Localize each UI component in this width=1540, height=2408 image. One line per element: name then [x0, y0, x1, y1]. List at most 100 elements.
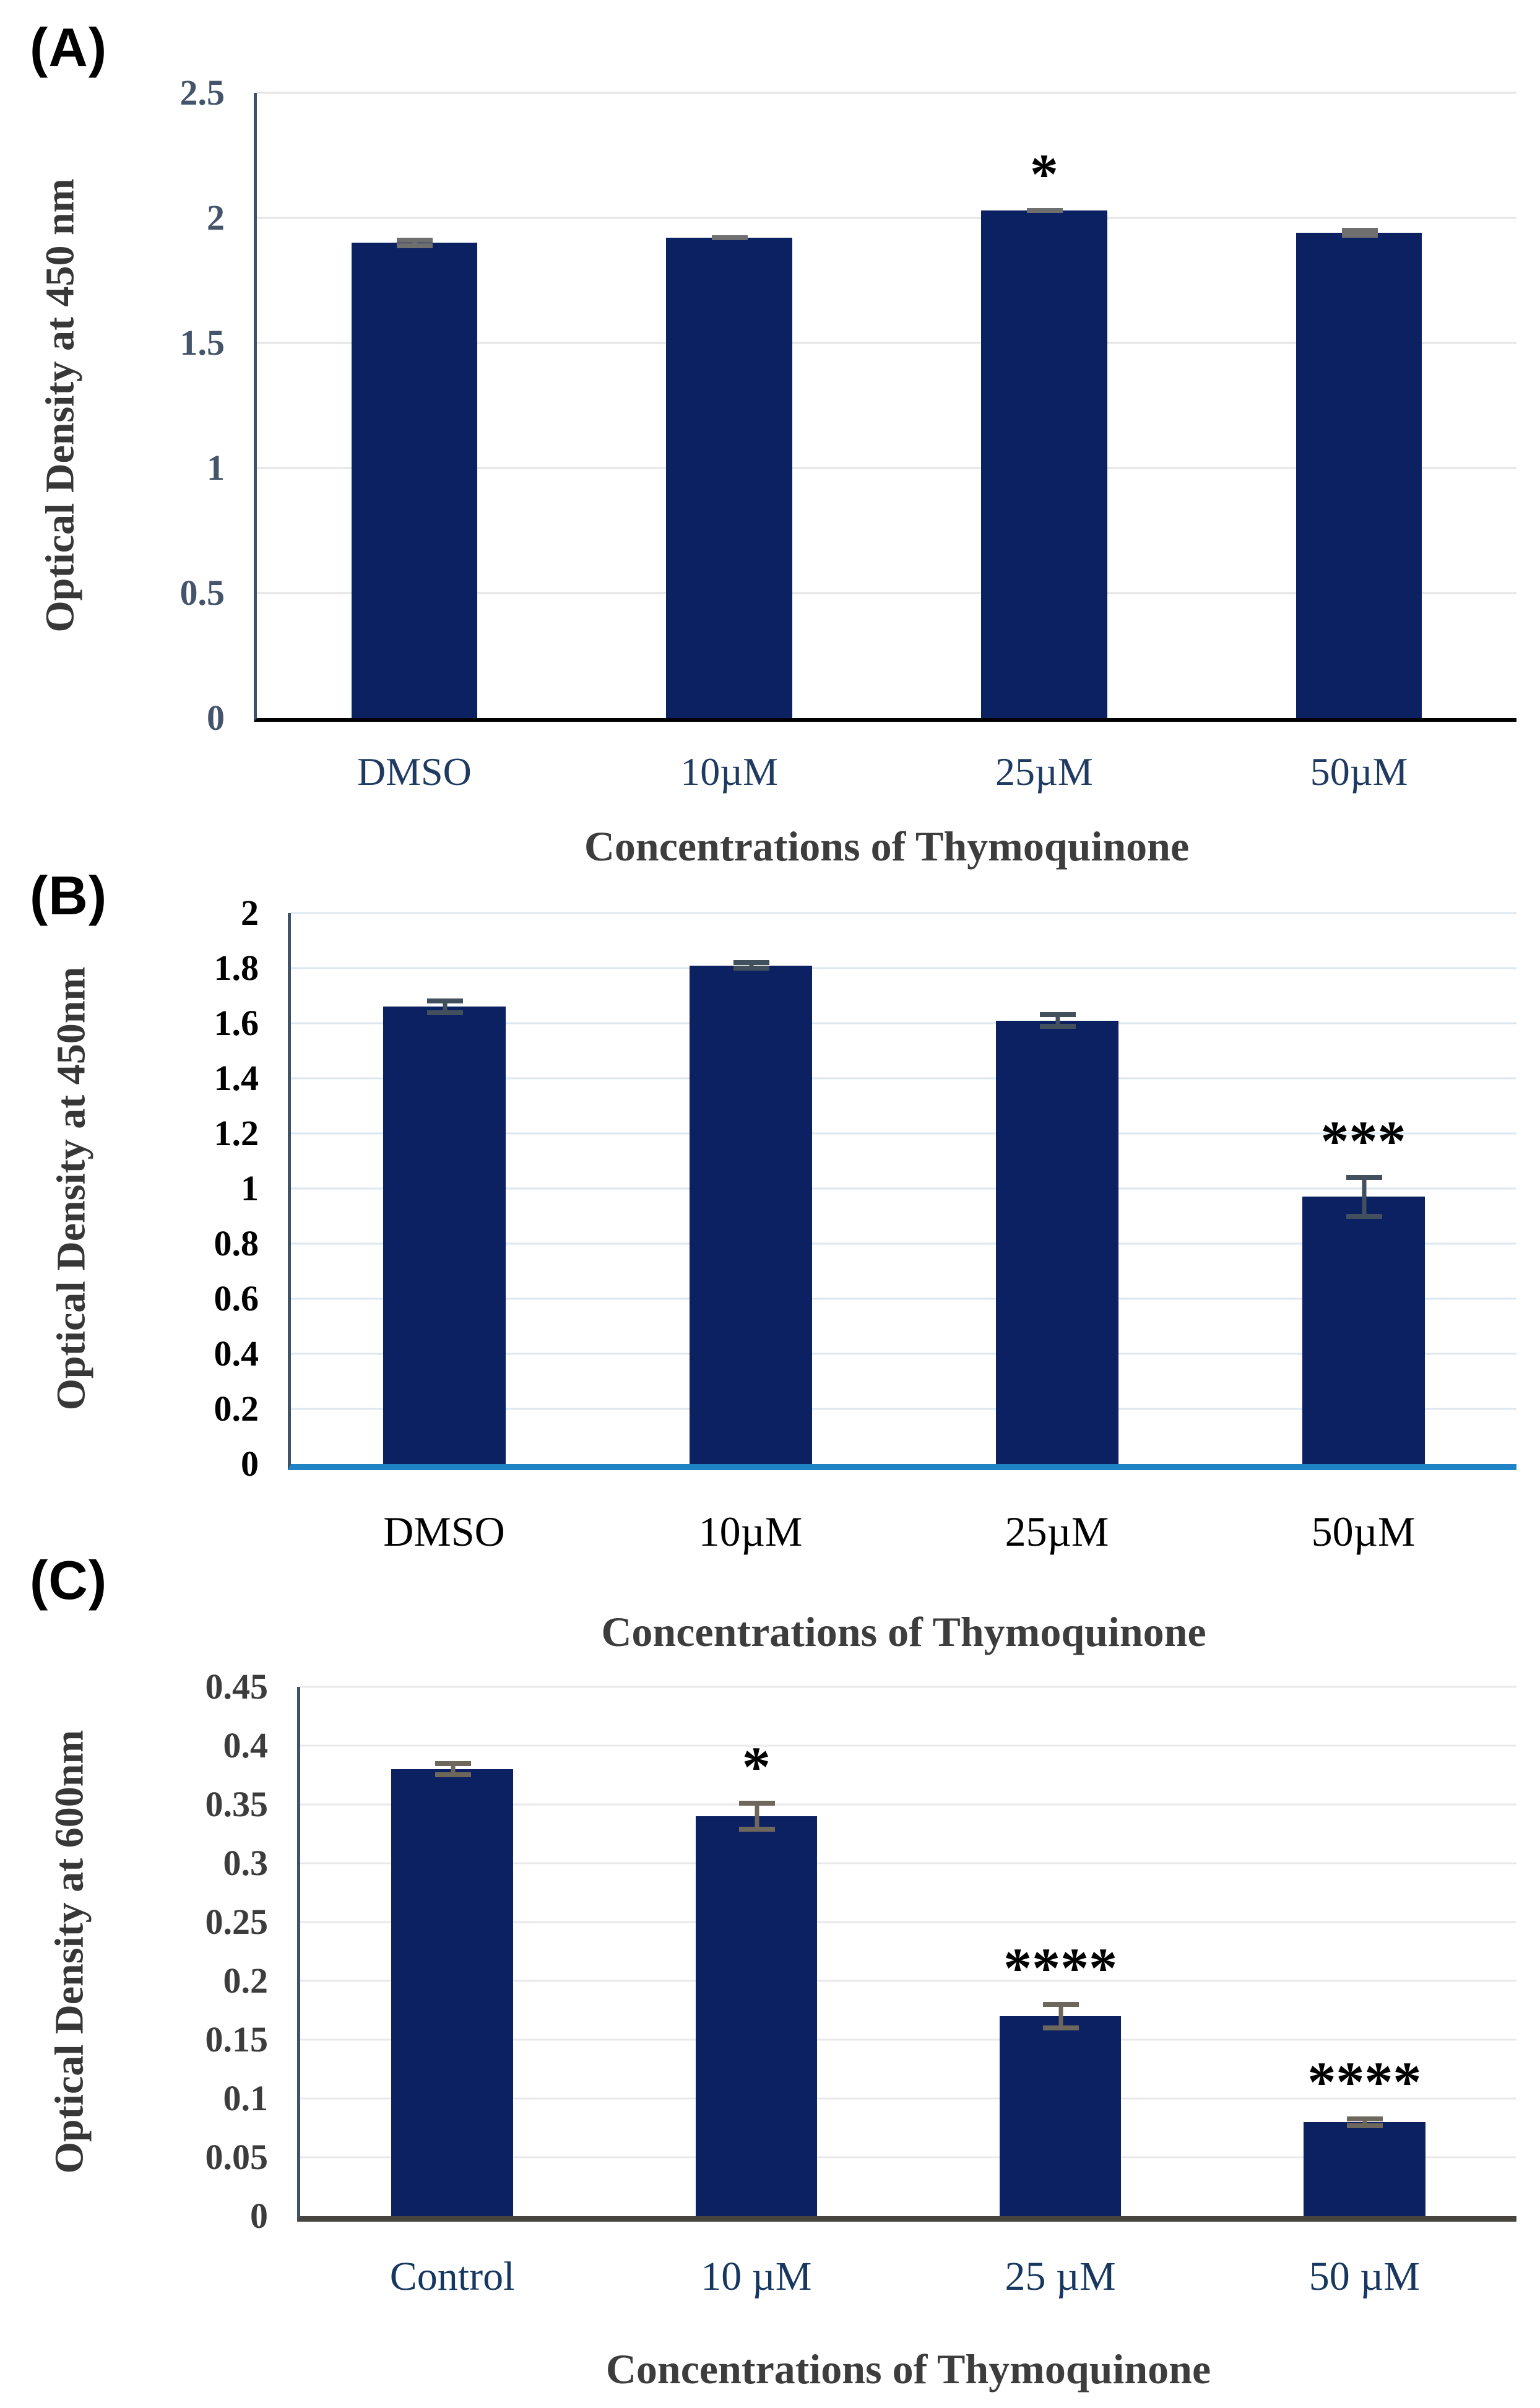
gridline: [291, 1297, 1516, 1300]
significance-stars: ****: [1307, 2050, 1422, 2114]
gridline: [291, 1187, 1516, 1190]
y-axis-tick-label: 0.6: [214, 1278, 259, 1319]
error-bar: [1043, 2002, 1079, 2030]
significance-stars: *: [742, 1735, 771, 1799]
bar: [999, 2016, 1122, 2216]
y-axis-tick-label: 0.2: [214, 1388, 259, 1429]
error-bar-line: [1362, 1174, 1366, 1219]
y-axis-title-text: Optical Density at 450nm: [48, 966, 94, 1411]
gridline: [291, 1353, 1516, 1355]
error-bar-line: [1362, 2116, 1367, 2128]
y-axis-tick-label: 0.2: [223, 1960, 269, 2001]
y-axis-tick-label: 1: [241, 1168, 259, 1208]
gridline: [291, 1132, 1516, 1135]
y-axis-tick-label: 0.35: [205, 1784, 269, 1824]
y-axis-tick-label: 2: [207, 197, 225, 238]
error-bar-bottom-cap: [397, 243, 433, 249]
y-axis-tick-label: 0.45: [205, 1666, 269, 1707]
error-bar-bottom-cap: [435, 1772, 471, 1778]
error-bar-bottom-cap: [1039, 1023, 1076, 1029]
error-bar-line: [755, 1801, 759, 1832]
significance-stars: *: [1029, 142, 1058, 206]
gridline: [300, 1921, 1516, 1923]
y-axis-tick-label: 2: [241, 893, 259, 933]
y-axis-tick-label: 1.4: [214, 1058, 259, 1098]
bar: [981, 210, 1107, 718]
error-bar-bottom-cap: [1026, 207, 1063, 213]
error-bar-line: [443, 998, 447, 1015]
y-axis-tick-label: 0.15: [205, 2019, 269, 2059]
y-axis-tick-label: 1.2: [214, 1113, 259, 1153]
gridline: [300, 2156, 1516, 2159]
error-bar: [1347, 2116, 1383, 2128]
bar: [391, 1769, 513, 2216]
bar: [1304, 2122, 1425, 2216]
error-bar: [1026, 207, 1063, 213]
y-axis-tick-label: 0.5: [180, 573, 225, 613]
error-bar: [733, 959, 769, 971]
gridline: [300, 1980, 1516, 1982]
y-axis-tick-label: 0: [207, 698, 225, 738]
error-bar-line: [1058, 2002, 1063, 2030]
x-category-label: DMSO: [357, 750, 472, 794]
y-axis-title: Optical Density at 450nm: [37, 913, 105, 1464]
y-axis-tick-label: 0.25: [205, 1902, 269, 1942]
gridline: [300, 1686, 1516, 1688]
x-category-label: 10µM: [698, 1508, 803, 1555]
error-bar: [1341, 228, 1378, 238]
bar: [1296, 233, 1422, 718]
y-axis-title: Optical Density at 450 nm: [27, 93, 95, 718]
error-bar-line: [749, 959, 753, 971]
error-bar-bottom-cap: [426, 1010, 463, 1015]
x-category-label: 25µM: [1005, 1508, 1109, 1555]
error-bar: [1039, 1012, 1076, 1029]
error-bar-bottom-cap: [712, 235, 748, 241]
x-category-label: Control: [389, 2254, 515, 2299]
error-bar-bottom-cap: [1341, 233, 1378, 238]
error-bar: [397, 237, 433, 249]
gridline: [300, 1744, 1516, 1747]
gridline: [300, 2097, 1516, 2100]
error-bar-bottom-cap: [1347, 2123, 1383, 2128]
gridline: [257, 217, 1516, 219]
gridline: [291, 912, 1516, 914]
gridline: [291, 967, 1516, 969]
bar: [383, 1007, 506, 1464]
gridline: [300, 1862, 1516, 1864]
panel-label-a: (A): [30, 17, 108, 78]
x-category-label: 10µM: [680, 750, 779, 794]
error-bar-bottom-cap: [738, 1826, 775, 1832]
error-bar: [435, 1761, 471, 1778]
bar-chart-panel-b: 2 1.8 1.6 1.4 1.2 1 0.8 0.6 0.4 0.2 0 DMSO 10µM 25µM *…: [48, 895, 1516, 1655]
error-bar: [712, 235, 748, 241]
bar: [1302, 1197, 1425, 1464]
significance-stars: ***: [1320, 1109, 1406, 1172]
y-axis-tick-label: 0.4: [214, 1333, 259, 1374]
x-category-label: 50µM: [1311, 1508, 1416, 1555]
error-bar-line: [451, 1761, 456, 1778]
error-bar-bottom-cap: [733, 966, 769, 971]
error-bar: [738, 1801, 775, 1832]
y-axis-tick-label: 2.5: [180, 72, 225, 113]
bar: [695, 1816, 818, 2216]
y-axis-tick-label: 0.3: [223, 1842, 269, 1883]
gridline: [257, 592, 1516, 594]
gridline: [300, 1803, 1516, 1806]
gridline: [291, 1242, 1516, 1245]
x-category-label: 10 µM: [701, 2254, 812, 2299]
gridline: [257, 92, 1516, 94]
x-category-label: 50 µM: [1309, 2254, 1420, 2299]
panel-label-c: (C): [30, 1549, 108, 1611]
error-bar-line: [412, 237, 417, 249]
y-axis-tick-label: 1.8: [214, 948, 259, 988]
gridline: [291, 1022, 1516, 1024]
y-axis-tick-label: 1: [207, 448, 225, 488]
error-bar-bottom-cap: [1346, 1213, 1382, 1219]
y-axis-title: Optical Density at 600nm: [35, 1687, 103, 2216]
x-axis-title: Concentrations of Thymoquinone: [601, 1608, 1206, 1655]
y-axis-tick-label: 0.05: [205, 2137, 269, 2177]
y-axis-tick-label: 0.4: [223, 1725, 269, 1765]
x-category-label: DMSO: [383, 1508, 505, 1555]
gridline: [300, 2038, 1516, 2041]
